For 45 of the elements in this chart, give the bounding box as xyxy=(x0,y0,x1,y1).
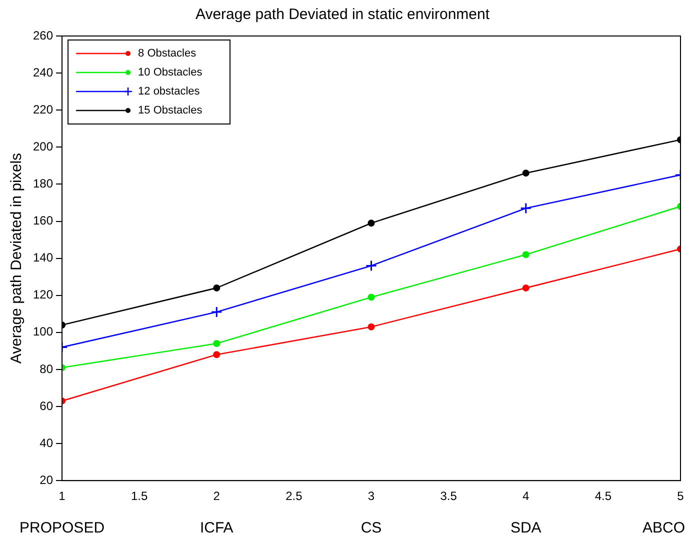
point xyxy=(522,170,530,177)
text: PROPOSED xyxy=(20,520,105,535)
y-tick-label: 160 xyxy=(32,214,54,228)
y-tick-label: 100 xyxy=(32,324,54,339)
y-tick-label: 80 xyxy=(40,362,54,376)
point xyxy=(368,220,375,227)
text: CS xyxy=(360,520,382,535)
text: ABCO xyxy=(642,520,686,535)
x-tick-label: 5 xyxy=(677,489,684,504)
y-tick-label: 260 xyxy=(32,28,54,42)
y-tick-label: 40 xyxy=(40,436,54,450)
x-tick-label: 1 xyxy=(58,489,66,504)
point xyxy=(522,284,530,292)
legend-label: 10 Obstacles xyxy=(138,66,203,79)
y-axis-title: Average path Deviated in pixels xyxy=(8,152,26,364)
point xyxy=(368,294,375,301)
legend-label: 12 obstacles xyxy=(138,86,200,98)
x-tick-label: 3 xyxy=(368,489,375,504)
y-tick-label: 240 xyxy=(32,65,54,80)
point xyxy=(213,340,220,348)
x-tick-label: 2 xyxy=(213,489,220,504)
y-tick-label: 200 xyxy=(32,139,54,154)
point xyxy=(520,202,532,214)
point xyxy=(366,260,378,272)
x-tick-label: 2.5 xyxy=(286,489,303,504)
text: ICFA xyxy=(200,520,234,535)
legend-label: 15 Obstacles xyxy=(138,104,203,117)
x-tick-label: 4 xyxy=(522,489,530,504)
legend-label: 8 Obstacles xyxy=(138,48,197,60)
y-tick-label: 20 xyxy=(40,472,54,487)
chart-title: Average path Deviated in static environment xyxy=(195,6,490,24)
y-tick-label: 120 xyxy=(32,288,54,302)
point xyxy=(522,251,530,258)
y-tick-label: 220 xyxy=(32,102,54,116)
point xyxy=(210,306,222,318)
point xyxy=(213,351,220,358)
x-tick-label: 3.5 xyxy=(440,489,458,504)
x-tick-label: 4.5 xyxy=(594,489,612,504)
point xyxy=(213,284,220,292)
y-tick-label: 60 xyxy=(40,398,54,413)
x-tick-label: 1.5 xyxy=(130,489,148,504)
y-tick-label: 180 xyxy=(32,176,54,191)
y-tick-label: 140 xyxy=(32,250,54,265)
text: SDA xyxy=(510,520,542,535)
point xyxy=(368,323,375,330)
